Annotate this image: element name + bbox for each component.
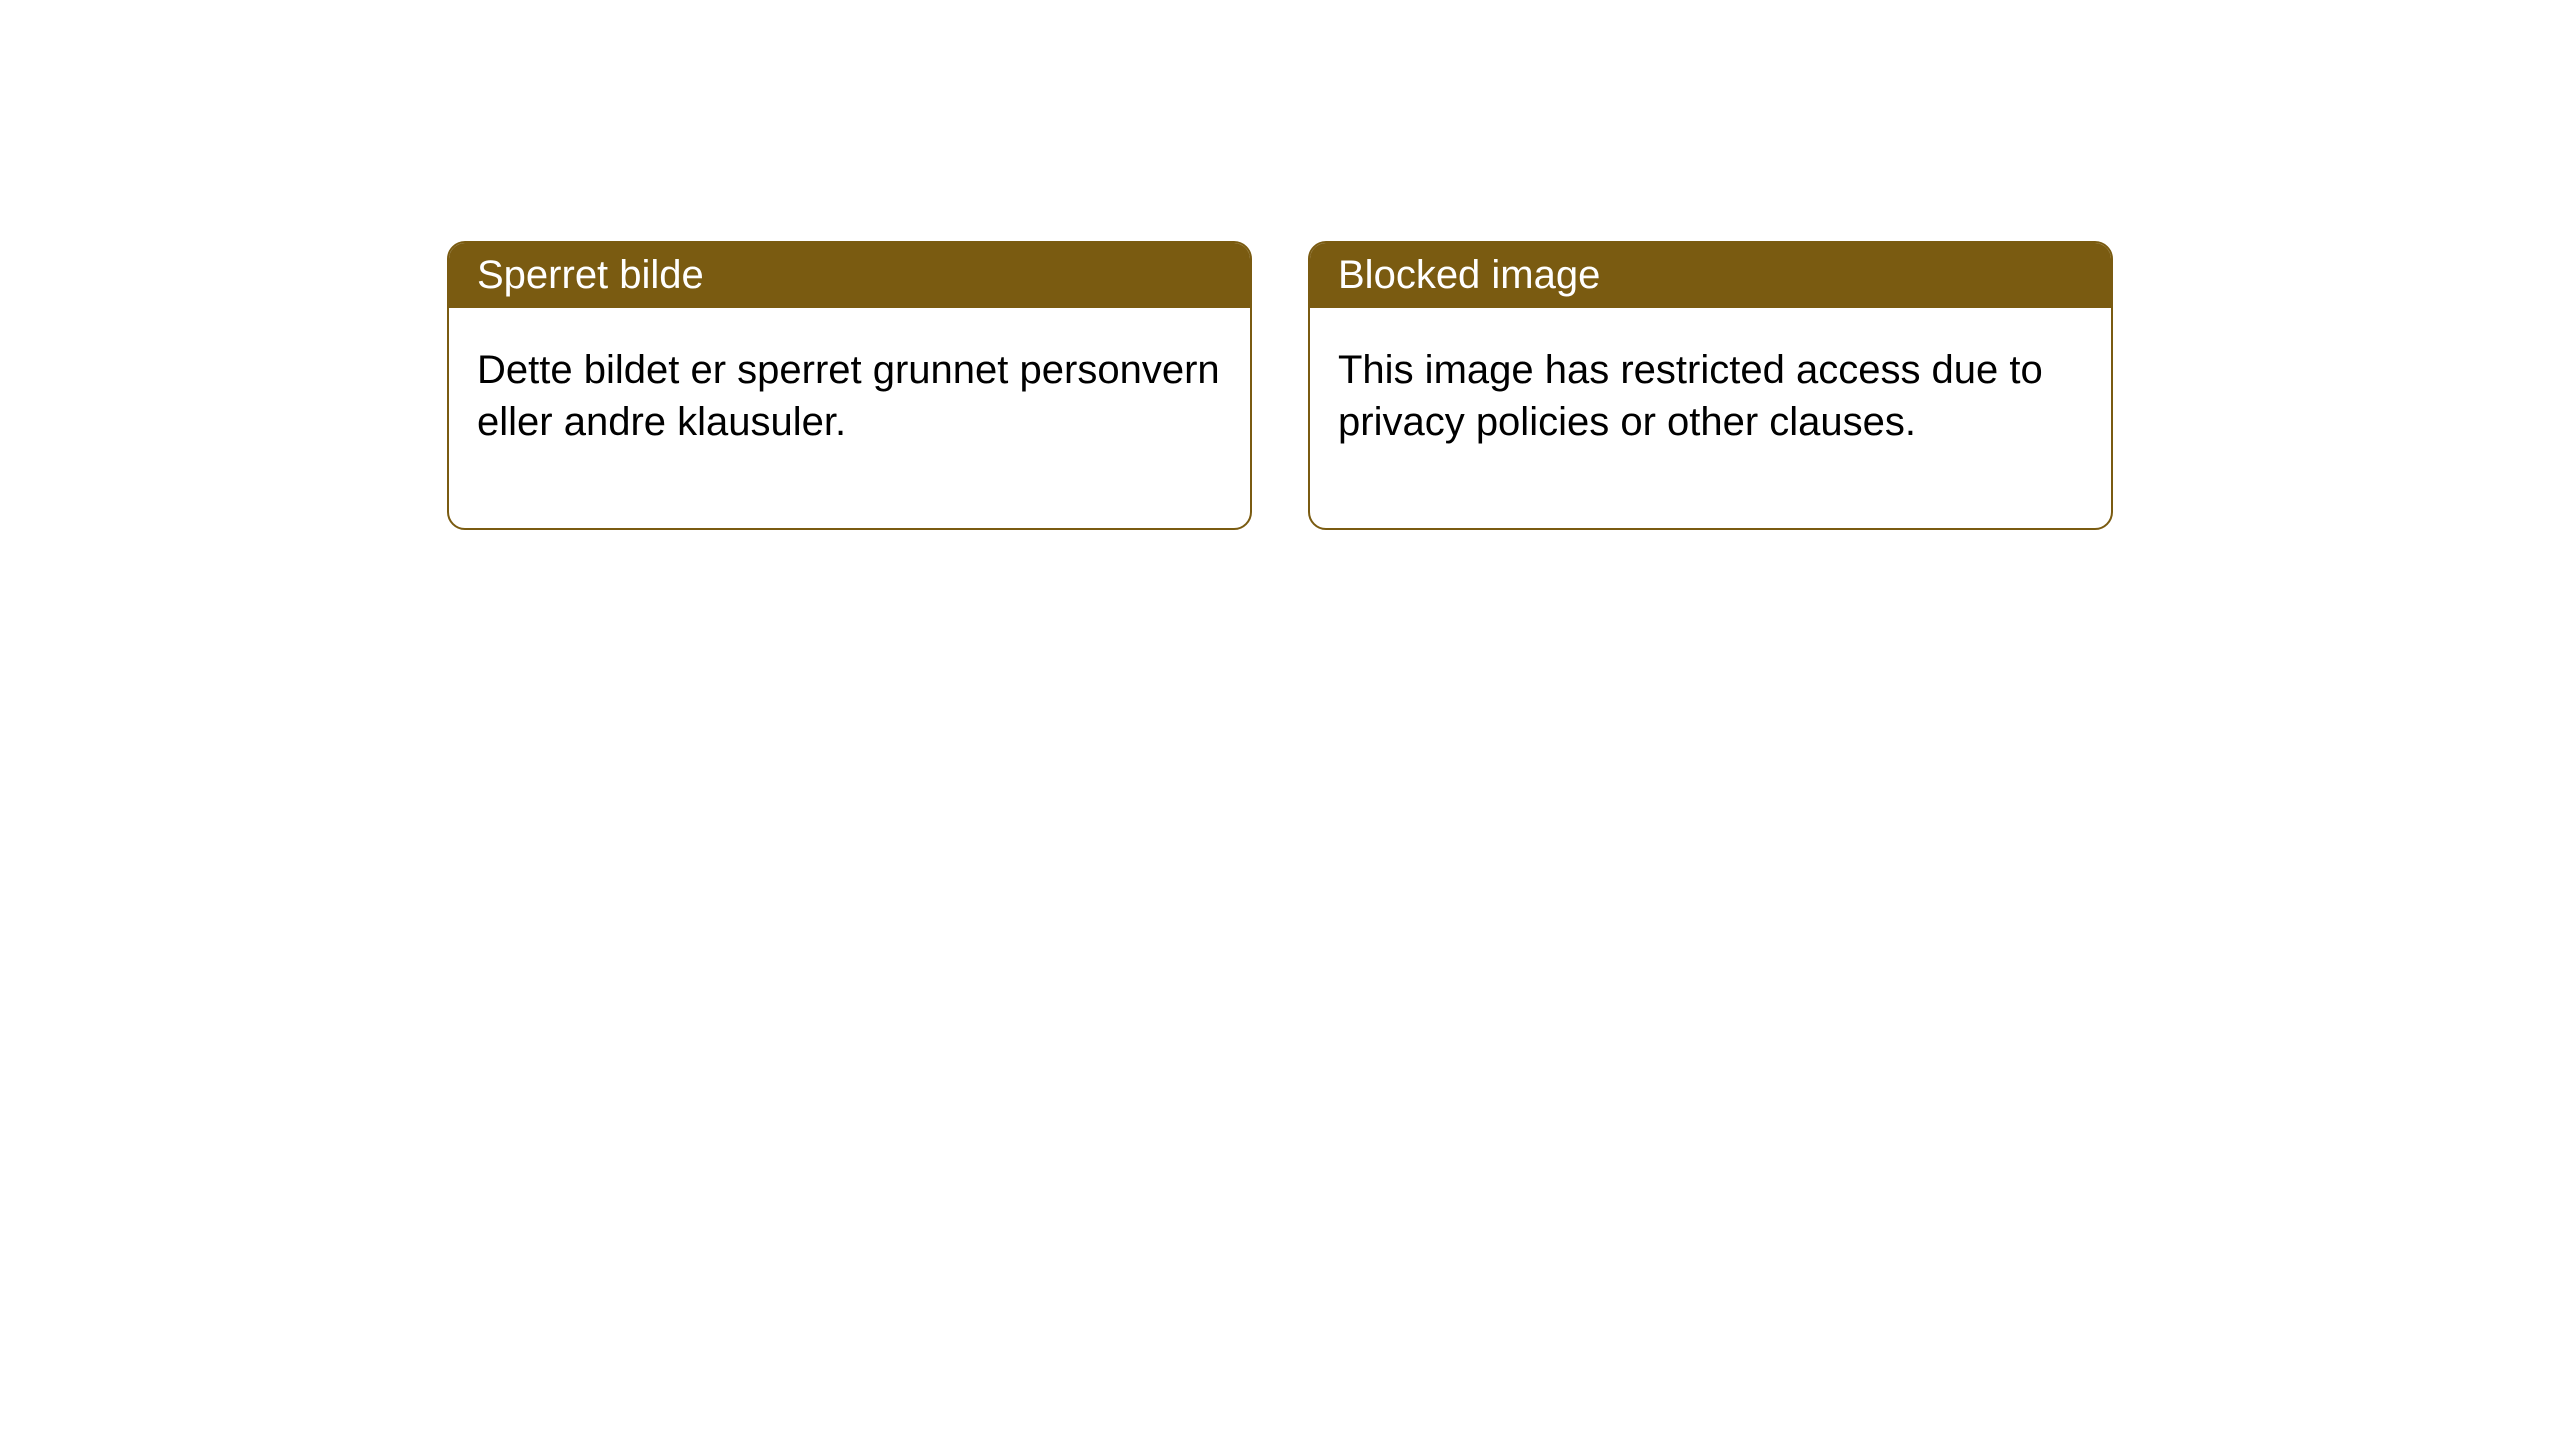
card-title-norwegian: Sperret bilde (477, 253, 704, 297)
card-text-english: This image has restricted access due to … (1338, 348, 2043, 444)
card-norwegian: Sperret bilde Dette bildet er sperret gr… (447, 241, 1252, 530)
card-body-english: This image has restricted access due to … (1310, 308, 2111, 528)
card-body-norwegian: Dette bildet er sperret grunnet personve… (449, 308, 1250, 528)
card-title-english: Blocked image (1338, 253, 1600, 297)
card-text-norwegian: Dette bildet er sperret grunnet personve… (477, 348, 1220, 444)
cards-container: Sperret bilde Dette bildet er sperret gr… (447, 241, 2113, 530)
card-header-norwegian: Sperret bilde (449, 243, 1250, 308)
card-header-english: Blocked image (1310, 243, 2111, 308)
card-english: Blocked image This image has restricted … (1308, 241, 2113, 530)
